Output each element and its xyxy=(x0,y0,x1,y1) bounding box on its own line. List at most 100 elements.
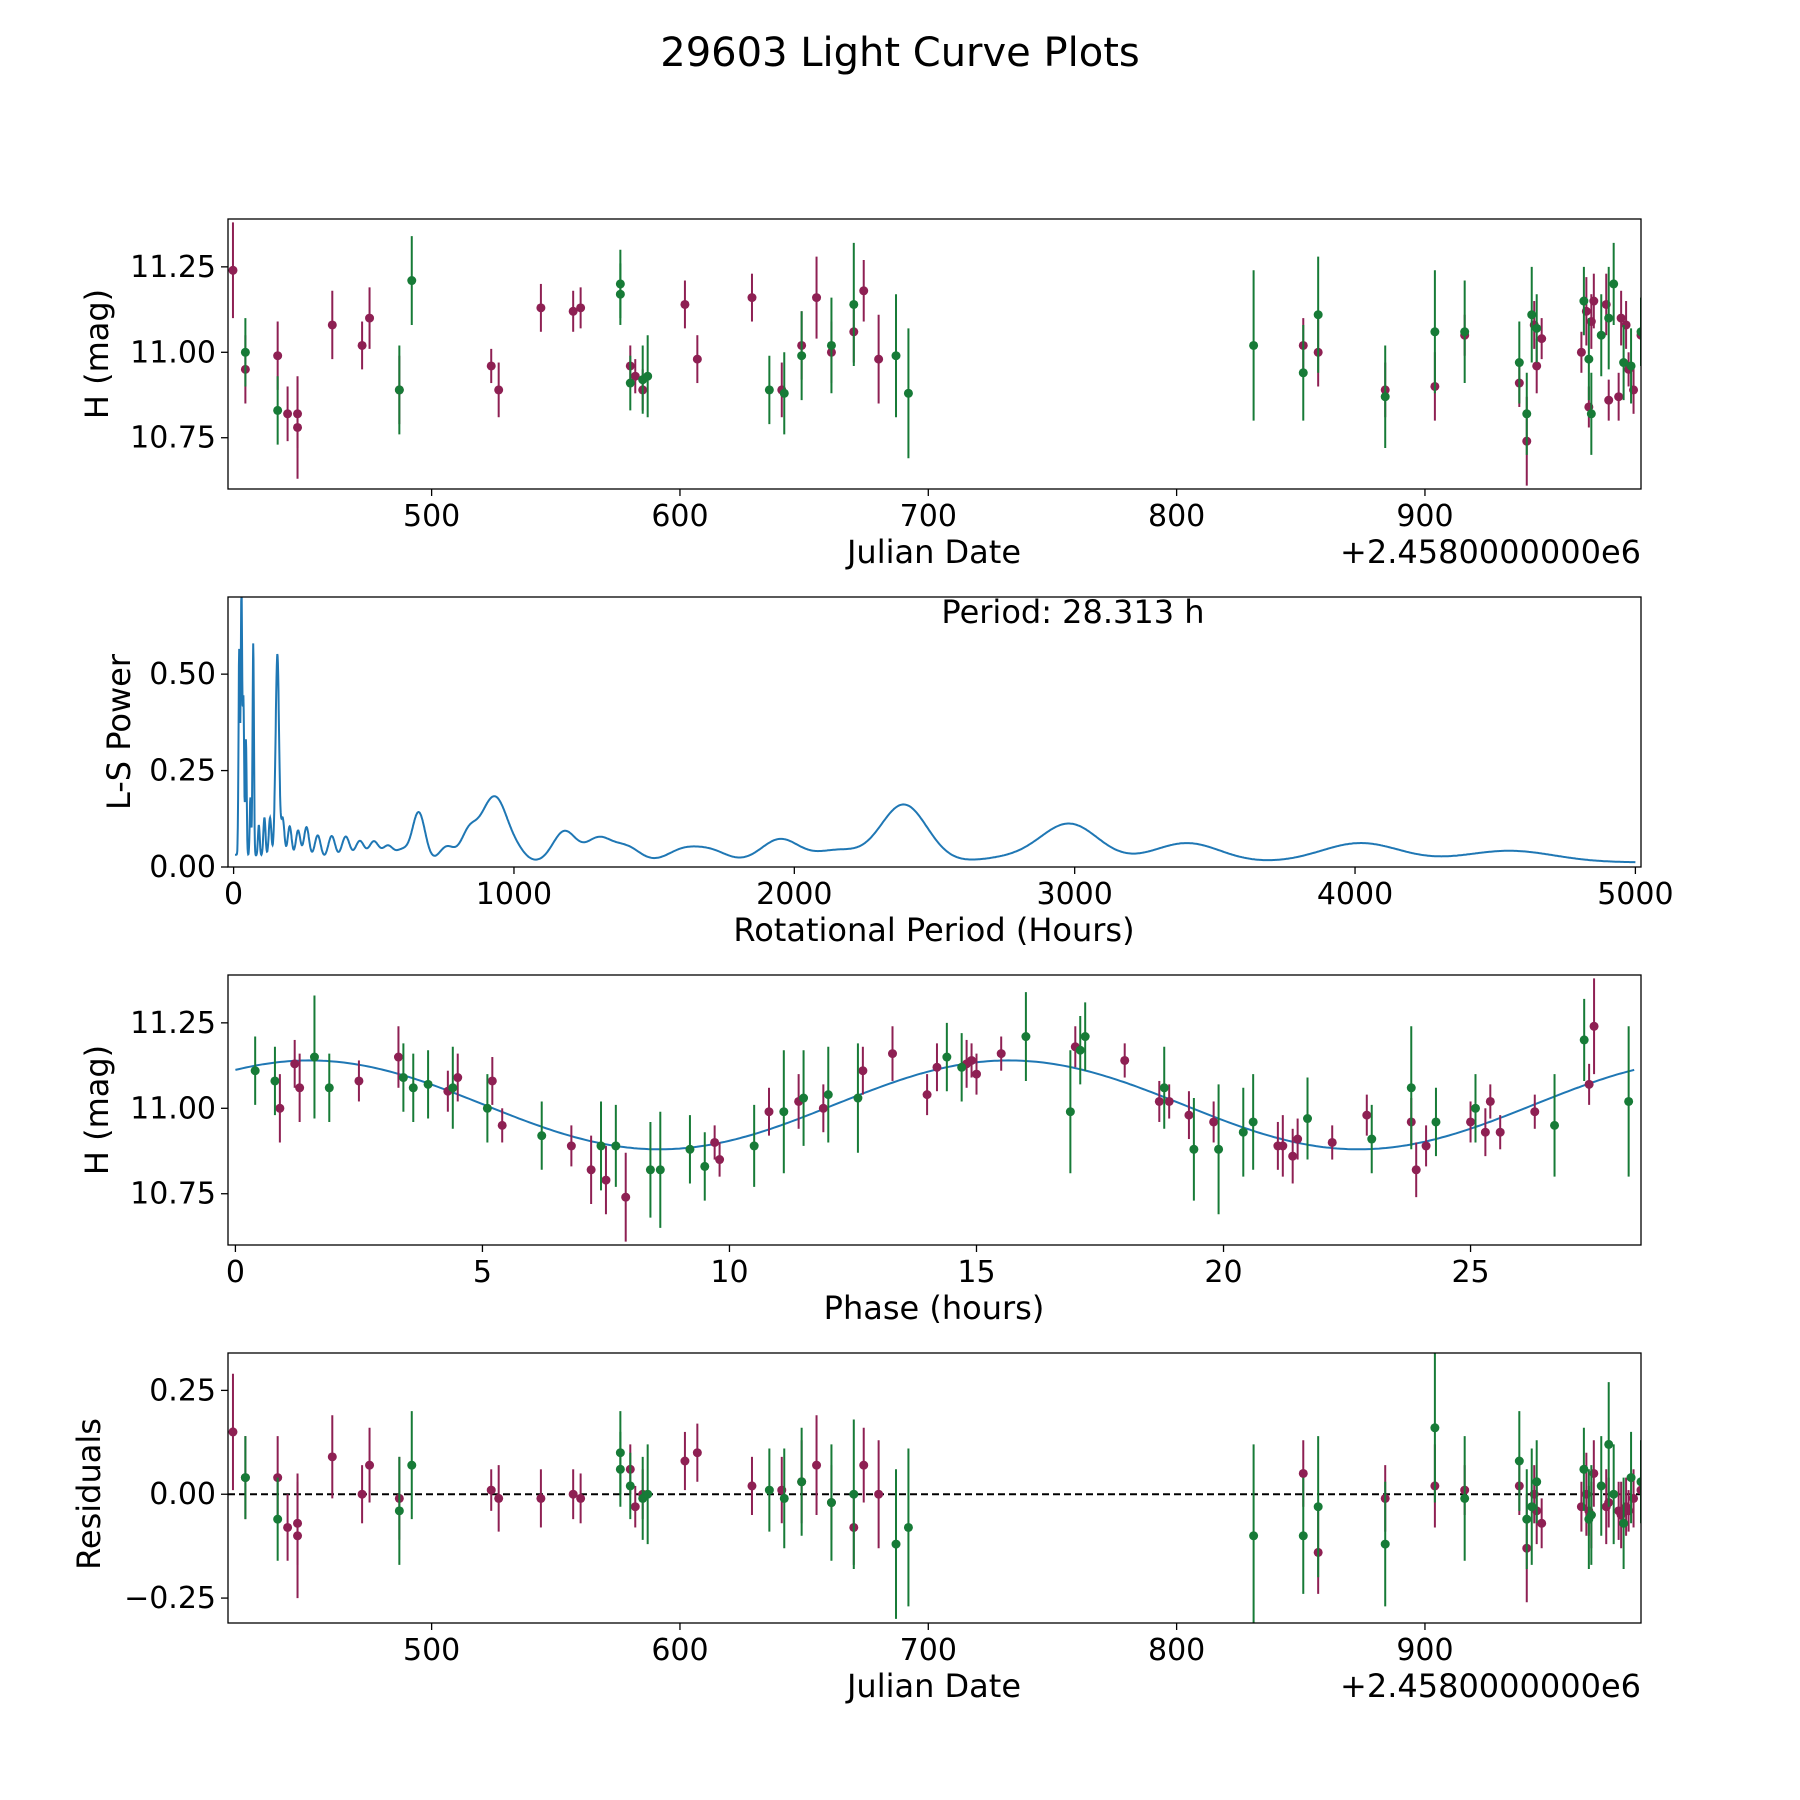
phased-point xyxy=(537,1131,547,1141)
lightcurve-point xyxy=(536,303,546,313)
lightcurve-point xyxy=(365,313,375,323)
phased-point xyxy=(1579,1035,1589,1045)
residuals-point xyxy=(283,1522,293,1532)
phased-point xyxy=(1421,1141,1431,1151)
lightcurve-point xyxy=(1298,368,1308,378)
residuals-xtick-label: 900 xyxy=(1396,1633,1453,1668)
residuals-point xyxy=(1609,1489,1619,1499)
phased-ylabel: H (mag) xyxy=(78,1045,116,1175)
phased-xtick-label: 0 xyxy=(226,1255,245,1290)
lightcurve-ylabel: H (mag) xyxy=(78,289,116,419)
lightcurve-point xyxy=(1626,361,1636,371)
phased-point xyxy=(1021,1032,1031,1042)
residuals-point xyxy=(357,1489,367,1499)
periodogram-line xyxy=(235,597,1636,864)
periodogram-axes: 0 1000 2000 3000 4000 5000 0.00 0.25 0.50 xyxy=(149,657,1673,912)
phased-point xyxy=(1189,1144,1199,1154)
lightcurve-point xyxy=(1313,310,1323,320)
residuals-point xyxy=(1522,1514,1532,1524)
periodogram-xtick-label: 3000 xyxy=(1036,877,1112,912)
lightcurve-point xyxy=(1380,392,1390,402)
lightcurve-point xyxy=(1589,296,1599,306)
phased-point xyxy=(1431,1117,1441,1127)
residuals-point xyxy=(874,1489,884,1499)
phased-point xyxy=(823,1090,833,1100)
phased-point xyxy=(566,1141,576,1151)
phased-point xyxy=(957,1062,967,1072)
lightcurve-point xyxy=(797,351,807,361)
lightcurve-point xyxy=(643,371,653,381)
residuals-point xyxy=(625,1481,635,1491)
residuals-xtick-label: 500 xyxy=(403,1633,460,1668)
phased-point xyxy=(1248,1117,1258,1127)
residuals-offset-text: +2.4580000000e6 xyxy=(1340,1667,1641,1705)
lightcurve-offset-text: +2.4580000000e6 xyxy=(1340,533,1641,571)
residuals-point xyxy=(228,1427,238,1437)
residuals-point xyxy=(1596,1481,1606,1491)
phased-point xyxy=(1293,1134,1303,1144)
phased-point xyxy=(779,1107,789,1117)
residuals-point xyxy=(747,1481,757,1491)
residuals-point xyxy=(1579,1464,1589,1474)
lightcurve-point xyxy=(680,299,690,309)
lightcurve-point xyxy=(1584,354,1594,364)
phased-point xyxy=(685,1144,695,1154)
lightcurve-data xyxy=(228,222,1641,486)
lightcurve-point xyxy=(779,388,789,398)
residuals-point xyxy=(1298,1531,1308,1541)
residuals-point xyxy=(692,1448,702,1458)
phased-point xyxy=(749,1141,759,1151)
lightcurve-point xyxy=(1616,313,1626,323)
phased-axes: 0 5 10 15 20 25 10.75 11.00 11.25 xyxy=(130,1006,1490,1290)
phased-point xyxy=(1589,1021,1599,1031)
residuals-xtick-label: 600 xyxy=(651,1633,708,1668)
phased-point xyxy=(1065,1107,1075,1117)
lightcurve-point xyxy=(1532,361,1542,371)
phased-point xyxy=(967,1055,977,1065)
residuals-point xyxy=(797,1477,807,1487)
residuals-point xyxy=(273,1514,283,1524)
residuals-point xyxy=(1460,1493,1470,1503)
lightcurve-point xyxy=(859,286,869,296)
lightcurve-ytick-label: 11.25 xyxy=(130,250,216,285)
residuals-point xyxy=(1636,1485,1641,1495)
phased-point xyxy=(1184,1110,1194,1120)
phased-point xyxy=(1480,1127,1490,1137)
residuals-point xyxy=(680,1456,690,1466)
lightcurve-point xyxy=(1596,330,1606,340)
lightcurve-point xyxy=(630,371,640,381)
periodogram-frame xyxy=(227,596,1642,868)
phased-point xyxy=(1080,1032,1090,1042)
residuals-point xyxy=(779,1493,789,1503)
lightcurve-point xyxy=(240,347,250,357)
residuals-point xyxy=(615,1464,625,1474)
phased-point xyxy=(324,1083,334,1093)
periodogram-annotation: Period: 28.313 h xyxy=(941,593,1204,631)
lightcurve-point xyxy=(692,354,702,364)
lightcurve-point xyxy=(826,340,836,350)
phased-xtick-label: 15 xyxy=(957,1255,995,1290)
phased-point xyxy=(393,1052,403,1062)
phased-point xyxy=(1550,1120,1560,1130)
phased-point xyxy=(700,1161,710,1171)
phased-point xyxy=(1075,1045,1085,1055)
residuals-data xyxy=(228,1353,1641,1623)
lightcurve-point xyxy=(849,299,859,309)
lightcurve-point xyxy=(1532,323,1542,333)
phased-point xyxy=(1495,1127,1505,1137)
phased-point xyxy=(309,1052,319,1062)
residuals-point xyxy=(1537,1518,1547,1528)
residuals-point xyxy=(536,1493,546,1503)
phased-data xyxy=(235,978,1635,1242)
lightcurve-point xyxy=(1249,340,1259,350)
lightcurve-point xyxy=(486,361,496,371)
residuals-xtick-label: 700 xyxy=(900,1633,957,1668)
phased-point xyxy=(1159,1083,1169,1093)
lightcurve-point xyxy=(1514,358,1524,368)
phased-point xyxy=(888,1049,898,1059)
lightcurve-point xyxy=(764,385,774,395)
phased-ytick-label: 11.25 xyxy=(130,1006,216,1041)
residuals-point xyxy=(859,1460,869,1470)
